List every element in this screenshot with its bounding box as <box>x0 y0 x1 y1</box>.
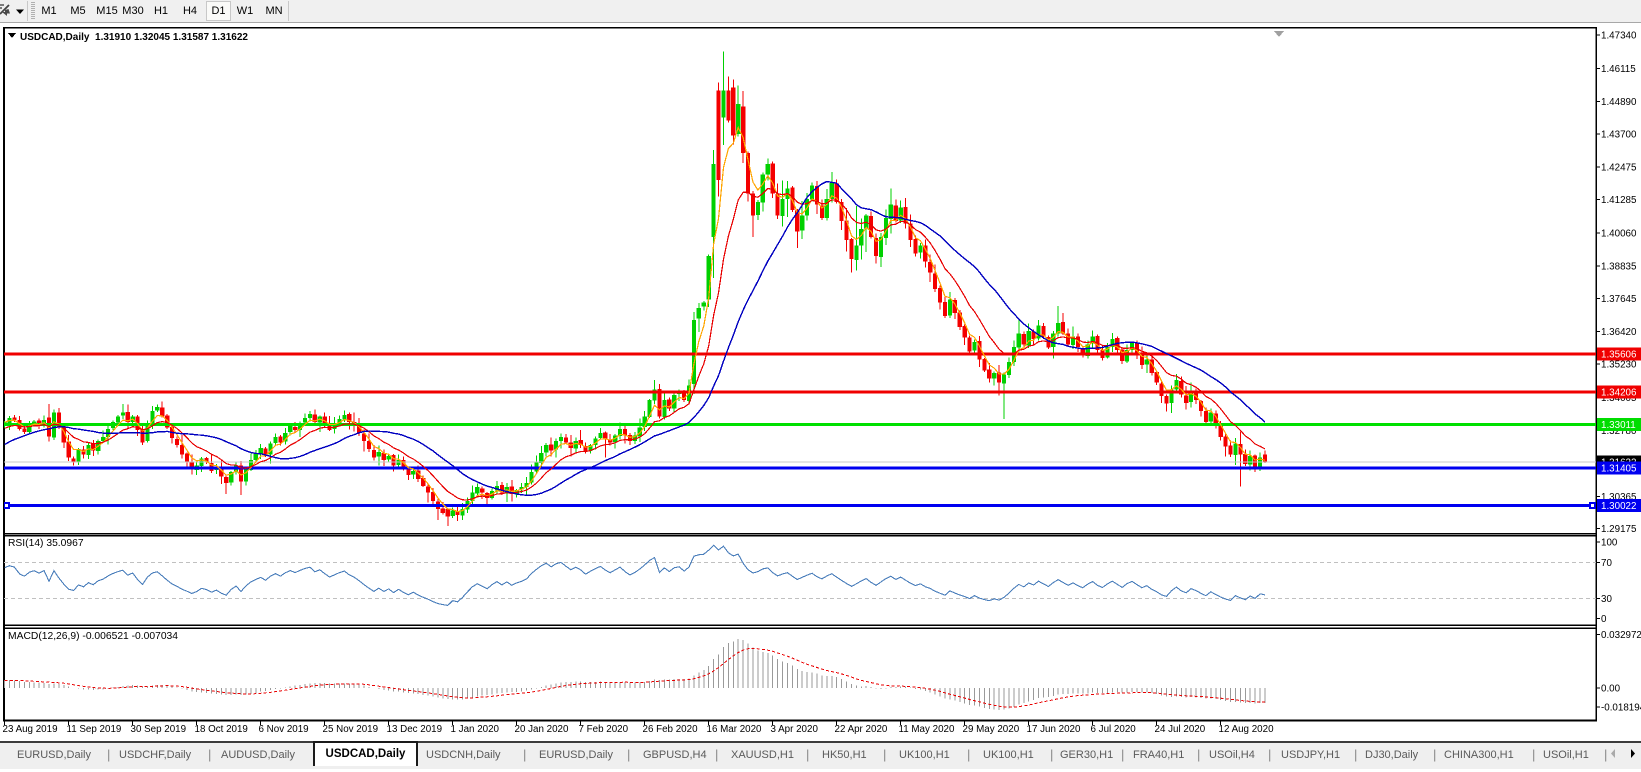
svg-text:13 Dec 2019: 13 Dec 2019 <box>387 724 443 735</box>
svg-text:16 Mar 2020: 16 Mar 2020 <box>707 724 763 735</box>
svg-text:1.38835: 1.38835 <box>1601 262 1637 273</box>
svg-text:1.35230: 1.35230 <box>1601 360 1637 371</box>
svg-text:12 Aug 2020: 12 Aug 2020 <box>1219 724 1275 735</box>
svg-text:100: 100 <box>1601 538 1618 549</box>
svg-text:29 May 2020: 29 May 2020 <box>963 724 1020 735</box>
svg-text:1.41285: 1.41285 <box>1601 195 1637 206</box>
svg-text:23 Aug 2019: 23 Aug 2019 <box>3 724 58 735</box>
svg-text:18 Oct 2019: 18 Oct 2019 <box>195 724 248 735</box>
svg-text:6 Nov 2019: 6 Nov 2019 <box>259 724 309 735</box>
svg-text:1.40060: 1.40060 <box>1601 228 1637 239</box>
svg-text:1.46115: 1.46115 <box>1601 64 1636 75</box>
svg-text:0.032972: 0.032972 <box>1601 630 1641 641</box>
svg-text:1 Jan 2020: 1 Jan 2020 <box>451 724 500 735</box>
svg-text:7 Feb 2020: 7 Feb 2020 <box>579 724 629 735</box>
svg-text:1.30022: 1.30022 <box>1601 501 1636 512</box>
svg-text:1.37645: 1.37645 <box>1601 294 1637 305</box>
svg-text:1.35606: 1.35606 <box>1601 349 1637 360</box>
svg-text:1.36420: 1.36420 <box>1601 327 1637 338</box>
svg-text:1.42475: 1.42475 <box>1601 163 1637 174</box>
svg-text:11 May 2020: 11 May 2020 <box>899 724 955 735</box>
svg-text:30: 30 <box>1601 594 1612 605</box>
svg-text:6 Jul 2020: 6 Jul 2020 <box>1091 724 1137 735</box>
svg-text:3 Apr 2020: 3 Apr 2020 <box>771 724 819 735</box>
svg-text:22 Apr 2020: 22 Apr 2020 <box>835 724 888 735</box>
svg-text:USDCAD,Daily 1.31910 1.32045: USDCAD,Daily 1.31910 1.32045 1.31587 1.3… <box>20 32 248 43</box>
svg-text:1.34206: 1.34206 <box>1601 387 1637 398</box>
svg-text:MACD(12,26,9) -0.006521 -0.007: MACD(12,26,9) -0.006521 -0.007034 <box>8 631 178 642</box>
svg-text:1.31405: 1.31405 <box>1601 464 1637 475</box>
svg-text:24 Jul 2020: 24 Jul 2020 <box>1155 724 1206 735</box>
svg-text:0.00: 0.00 <box>1601 684 1621 695</box>
svg-text:1.30365: 1.30365 <box>1601 492 1637 503</box>
svg-text:11 Sep 2019: 11 Sep 2019 <box>67 724 122 735</box>
svg-text:1.43700: 1.43700 <box>1601 129 1637 140</box>
svg-text:70: 70 <box>1601 558 1612 569</box>
svg-text:1.32780: 1.32780 <box>1601 426 1637 437</box>
svg-text:17 Jun 2020: 17 Jun 2020 <box>1027 724 1081 735</box>
svg-text:0: 0 <box>1601 614 1607 625</box>
svg-text:1.47340: 1.47340 <box>1601 31 1637 42</box>
svg-text:1.44890: 1.44890 <box>1601 97 1637 108</box>
svg-text:1.29175: 1.29175 <box>1601 524 1637 535</box>
svg-text:20 Jan 2020: 20 Jan 2020 <box>515 724 569 735</box>
svg-text:1.33011: 1.33011 <box>1601 420 1636 431</box>
svg-text:30 Sep 2019: 30 Sep 2019 <box>131 724 187 735</box>
svg-text:-0.018194: -0.018194 <box>1601 703 1641 714</box>
svg-text:26 Feb 2020: 26 Feb 2020 <box>643 724 699 735</box>
svg-text:RSI(14) 35.0967: RSI(14) 35.0967 <box>8 538 84 549</box>
svg-text:25 Nov 2019: 25 Nov 2019 <box>323 724 379 735</box>
